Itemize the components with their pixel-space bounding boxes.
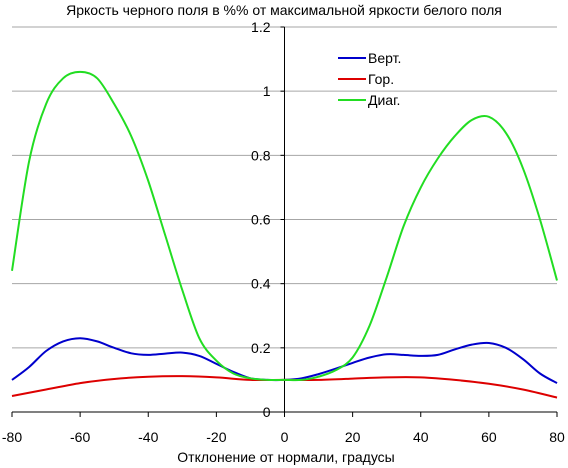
y-tick-label-0: 0 bbox=[263, 404, 271, 420]
series-layer bbox=[11, 70, 558, 399]
x-tick-label-5: 20 bbox=[345, 429, 361, 445]
x-tick-label-6: 40 bbox=[413, 429, 429, 445]
x-tick-label-1: -60 bbox=[70, 429, 90, 445]
legend-label-0: Верт. bbox=[368, 50, 401, 66]
x-tick-label-4: 0 bbox=[281, 429, 289, 445]
x-tick-label-0: -80 bbox=[2, 429, 22, 445]
y-tick-label-4: 0.8 bbox=[251, 147, 271, 163]
y-tick-label-3: 0.6 bbox=[251, 212, 271, 228]
x-axis-label: Отклонение от нормали, градусы bbox=[177, 449, 394, 465]
axes bbox=[11, 26, 558, 417]
x-tick-label-2: -40 bbox=[138, 429, 158, 445]
y-tick-label-2: 0.4 bbox=[251, 276, 271, 292]
series-line-2 bbox=[11, 70, 558, 382]
legend: Верт. Гор. Диаг. bbox=[338, 50, 401, 108]
legend-label-2: Диаг. bbox=[368, 92, 400, 108]
y-tick-label-6: 1.2 bbox=[251, 19, 271, 35]
x-tick-label-8: 80 bbox=[549, 429, 565, 445]
y-tick-label-1: 0.2 bbox=[251, 340, 271, 356]
chart-title: Яркость черного поля в %% от максимально… bbox=[66, 2, 502, 18]
tick-labels: -80 -60 -40 -20 0 20 40 60 80 0 0.2 0.4 0.6 0.8 1 1.2 bbox=[2, 19, 565, 445]
x-tick-label-7: 60 bbox=[481, 429, 497, 445]
x-tick-label-3: -20 bbox=[206, 429, 226, 445]
y-tick-label-5: 1 bbox=[263, 83, 271, 99]
legend-label-1: Гор. bbox=[368, 71, 394, 87]
